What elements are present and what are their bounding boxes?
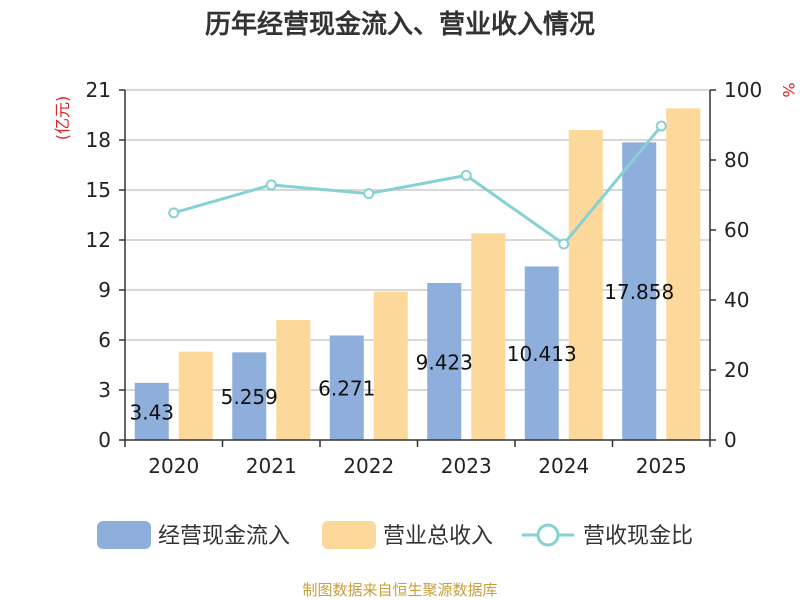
left-tick-label-18: 18 xyxy=(86,128,111,152)
left-tick-label-9: 9 xyxy=(98,278,111,302)
bar-revenue-2020 xyxy=(179,352,213,440)
x-tick-label-2024: 2024 xyxy=(538,454,589,478)
right-tick-label-40: 40 xyxy=(724,288,749,312)
legend-item-cash-inflow[interactable]: 经营现金流入 xyxy=(97,521,290,549)
left-tick-label-12: 12 xyxy=(86,228,111,252)
bar-revenue-2021 xyxy=(276,320,310,440)
legend-marker-ratio xyxy=(538,525,558,545)
legend-label-ratio: 营收现金比 xyxy=(583,524,693,549)
right-tick-label-20: 20 xyxy=(724,358,749,382)
bar-label-cash-inflow-2023: 9.423 xyxy=(416,350,473,374)
x-tick-label-2022: 2022 xyxy=(343,454,394,478)
right-axis-unit: % xyxy=(779,82,798,97)
legend-swatch-cash-inflow xyxy=(97,521,151,549)
x-tick-label-2025: 2025 xyxy=(636,454,687,478)
x-tick-label-2020: 2020 xyxy=(148,454,199,478)
legend-item-revenue[interactable]: 营业总收入 xyxy=(322,521,493,549)
right-tick-label-60: 60 xyxy=(724,218,749,242)
bar-revenue-2024 xyxy=(569,130,603,440)
left-tick-label-0: 0 xyxy=(98,428,111,452)
legend-label-cash-inflow: 经营现金流入 xyxy=(158,524,290,549)
bar-label-cash-inflow-2021: 5.259 xyxy=(221,385,278,409)
bar-revenue-2023 xyxy=(471,233,505,440)
chart-svg: 历年经营现金流入、营业收入情况 3.43 5.259 6.271 9.423 10.41… xyxy=(0,0,800,600)
bar-label-cash-inflow-2022: 6.271 xyxy=(318,377,375,401)
chart-stage: 历年经营现金流入、营业收入情况 3.43 5.259 6.271 9.423 10.41… xyxy=(0,0,800,600)
legend-label-revenue: 营业总收入 xyxy=(383,524,493,549)
ratio-point-2022 xyxy=(364,189,373,198)
data-source-note: 制图数据来自恒生聚源数据库 xyxy=(302,581,497,599)
right-tick-label-80: 80 xyxy=(724,148,749,172)
legend-swatch-revenue xyxy=(322,521,376,549)
bar-revenue-2025 xyxy=(666,108,700,440)
bar-label-cash-inflow-2024: 10.413 xyxy=(507,342,577,366)
left-axis-unit: (亿元) xyxy=(53,96,72,141)
chart-title: 历年经营现金流入、营业收入情况 xyxy=(205,9,595,40)
bar-revenue-2022 xyxy=(374,292,408,440)
ratio-point-2021 xyxy=(267,180,276,189)
bar-label-cash-inflow-2025: 17.858 xyxy=(604,280,674,304)
x-tick-label-2023: 2023 xyxy=(441,454,492,478)
ratio-point-2020 xyxy=(169,208,178,217)
bar-label-cash-inflow-2020: 3.43 xyxy=(129,400,174,424)
left-tick-label-21: 21 xyxy=(86,78,111,102)
left-tick-label-3: 3 xyxy=(98,378,111,402)
legend-item-ratio[interactable]: 营收现金比 xyxy=(522,524,693,549)
legend: 经营现金流入 营业总收入 营收现金比 xyxy=(97,521,693,549)
ratio-point-2024 xyxy=(559,240,568,249)
left-tick-label-6: 6 xyxy=(98,328,111,352)
ratio-point-2023 xyxy=(462,171,471,180)
right-tick-label-0: 0 xyxy=(724,428,737,452)
ratio-point-2025 xyxy=(657,122,666,131)
x-tick-label-2021: 2021 xyxy=(246,454,297,478)
left-tick-label-15: 15 xyxy=(86,178,111,202)
right-tick-label-100: 100 xyxy=(724,78,762,102)
